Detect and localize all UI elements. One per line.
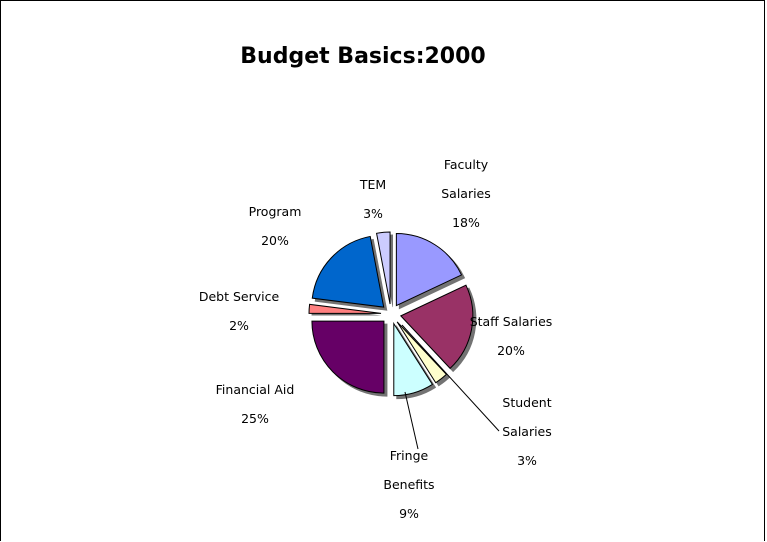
slice-label-line: Student xyxy=(502,395,551,410)
slice-label-line: Program xyxy=(249,204,302,219)
chart-title: Budget Basics:2000 xyxy=(240,44,485,69)
slice-label-line: 20% xyxy=(261,233,289,248)
slice-label-program: Program 20% xyxy=(249,204,302,248)
pie-slice-tem xyxy=(375,231,391,305)
slice-label-line: Financial Aid xyxy=(216,382,295,397)
slice-label-line: Benefits xyxy=(383,477,434,492)
slice-label-line: 20% xyxy=(497,343,525,358)
pie-slice-program xyxy=(311,235,385,308)
slice-label-fringe: Fringe Benefits 9% xyxy=(383,448,434,521)
pie-slice-financial-aid xyxy=(311,320,385,394)
pie-slice-debt-service xyxy=(308,303,382,314)
slice-label-staff-salaries: Staff Salaries 20% xyxy=(470,314,553,358)
slice-label-line: Salaries xyxy=(502,424,552,439)
slice-label-financial-aid: Financial Aid 25% xyxy=(216,382,295,426)
pie-slice-student xyxy=(396,321,448,384)
leader-line-fringe xyxy=(404,391,419,450)
slice-label-line: 2% xyxy=(229,318,249,333)
slice-label-line: 18% xyxy=(452,215,480,230)
leader-line-student xyxy=(401,324,500,432)
slice-label-line: 9% xyxy=(399,506,419,521)
pie-slice-fringe xyxy=(393,321,434,397)
slice-label-line: Staff Salaries xyxy=(470,314,553,329)
slice-label-line: Debt Service xyxy=(199,289,280,304)
slice-label-debt-service: Debt Service 2% xyxy=(199,289,280,333)
slice-label-tem: TEM 3% xyxy=(359,177,386,221)
slice-label-faculty: Faculty Salaries 18% xyxy=(441,157,491,230)
slice-label-line: TEM xyxy=(359,177,386,192)
slice-label-line: 25% xyxy=(241,411,269,426)
pie-slice-faculty xyxy=(395,233,463,307)
slice-label-line: Salaries xyxy=(441,186,491,201)
slice-label-line: 3% xyxy=(517,453,537,468)
pie-slice-staff-salaries xyxy=(399,284,474,370)
slice-label-line: 3% xyxy=(363,206,383,221)
slice-label-line: Fringe xyxy=(390,448,429,463)
slice-label-student: Student Salaries 3% xyxy=(502,395,552,468)
slice-label-line: Faculty xyxy=(444,157,489,172)
